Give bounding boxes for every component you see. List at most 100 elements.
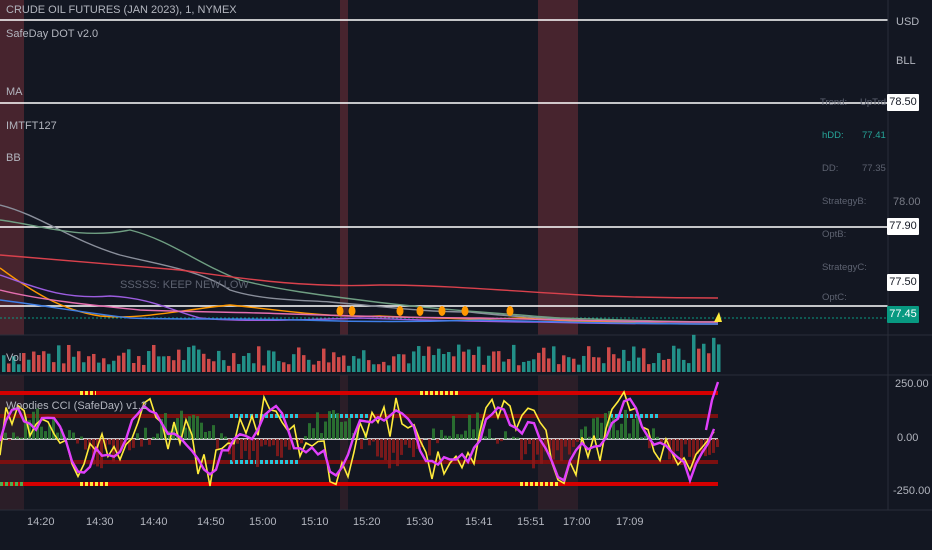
cci-histogram-bar [108, 439, 111, 445]
volume-bars [2, 334, 721, 372]
unit-label[interactable]: BLL [896, 55, 916, 67]
session-band-cci [340, 375, 348, 510]
cci-histogram-bar [700, 439, 703, 453]
indicator-legend-imtft[interactable]: IMTFT127 [6, 120, 57, 132]
indicator-legend-bb[interactable]: BB [6, 152, 21, 164]
volume-bar [22, 353, 26, 372]
cci-histogram-bar [440, 429, 443, 439]
volume-bar [302, 355, 306, 372]
cci-histogram-bar [408, 439, 411, 448]
volume-bar [257, 346, 261, 372]
volume-bar [212, 361, 216, 372]
cci-histogram-bar [132, 439, 135, 448]
volume-bar [82, 362, 86, 372]
cci-histogram-bar [384, 439, 387, 461]
cci-histogram-bar [456, 434, 459, 439]
cci-histogram-bar [460, 434, 463, 439]
volume-bar [12, 356, 16, 372]
signal-dot [336, 306, 344, 316]
table-value-dd: 77.35 [862, 163, 886, 174]
cci-histogram-bar [16, 436, 19, 439]
volume-bar [467, 349, 471, 372]
cci-histogram-bar [412, 439, 415, 458]
signal-dot [416, 306, 424, 316]
volume-bar [307, 359, 311, 372]
cci-histogram-bar [148, 439, 151, 445]
cci-histogram-bar [540, 439, 543, 464]
volume-bar [382, 361, 386, 372]
cci-histogram-bar [636, 415, 639, 439]
cci-histogram-bar [468, 415, 471, 439]
volume-bar [202, 353, 206, 372]
cci-histogram-bar [204, 431, 207, 439]
volume-bar [342, 355, 346, 372]
cci-histogram-bar [520, 439, 523, 460]
volume-bar [252, 363, 256, 372]
indicator-legend-ma[interactable]: MA [6, 86, 23, 98]
cci-histogram-bar [376, 439, 379, 457]
volume-bar [697, 348, 701, 372]
cci-histogram-bar [92, 439, 95, 465]
volume-legend[interactable]: Vol [6, 352, 22, 364]
cci-histogram-bar [484, 436, 487, 439]
cci-histogram-bar [392, 439, 395, 453]
cci-histogram-bar [360, 439, 363, 450]
volume-bar [102, 358, 106, 372]
cci-histogram-bar [552, 439, 555, 460]
volume-bar [62, 363, 66, 372]
cci-legend[interactable]: Woodies CCI (SafeDay) v1.2 [6, 400, 148, 412]
cci-histogram-bar [4, 432, 7, 439]
volume-bar [112, 360, 116, 372]
cci-histogram-bar [600, 422, 603, 439]
volume-bar [172, 360, 176, 372]
cci-histogram-bar [684, 439, 687, 445]
volume-bar [642, 348, 646, 372]
signal-dot [438, 306, 446, 316]
cci-histogram-bar [12, 432, 15, 439]
cci-histogram-bar [72, 432, 75, 439]
signal-dot [396, 306, 404, 316]
price-tag-77-90: 77.90 [887, 218, 919, 235]
cci-histogram-bar [52, 419, 55, 439]
ma-line-pink [0, 289, 719, 323]
volume-bar [612, 354, 616, 372]
volume-bar [357, 358, 361, 372]
cci-histogram-bar [576, 439, 579, 442]
volume-bar [492, 351, 496, 372]
time-tick: 14:30 [86, 516, 114, 528]
volume-bar [32, 351, 36, 372]
table-label-opt-b: OptB: [822, 229, 847, 240]
cci-histogram-bar [176, 418, 179, 439]
volume-bar [567, 357, 571, 372]
cci-histogram-bar [620, 423, 623, 439]
volume-bar [367, 360, 371, 372]
cci-histogram-bar [584, 426, 587, 439]
symbol-title[interactable]: CRUDE OIL FUTURES (JAN 2023), 1, NYMEX [6, 4, 237, 16]
cci-histogram-bar [336, 413, 339, 439]
cci-histogram-bar [592, 418, 595, 439]
volume-bar [132, 363, 136, 372]
cci-histogram-bar [196, 416, 199, 439]
volume-bar [392, 356, 396, 372]
volume-bar [167, 356, 171, 372]
cci-histogram-bar [128, 439, 131, 451]
cci-histogram-bar [672, 439, 675, 463]
cci-histogram-bar [556, 439, 559, 451]
cci-histogram-bar [640, 437, 643, 439]
cci-histogram-bar [604, 413, 607, 439]
cci-histogram-bar [280, 439, 283, 458]
currency-label[interactable]: USD [896, 16, 920, 28]
volume-bar [322, 348, 326, 372]
volume-bar [657, 353, 661, 372]
volume-bar [477, 346, 481, 372]
indicator-legend-safeday[interactable]: SafeDay DOT v2.0 [6, 28, 99, 40]
volume-bar [182, 360, 186, 372]
volume-bar [27, 359, 31, 372]
volume-bar [632, 346, 636, 372]
cci-spike [704, 381, 720, 431]
volume-bar [277, 360, 281, 372]
cci-histogram-bar [572, 439, 575, 447]
time-tick: 15:30 [406, 516, 434, 528]
